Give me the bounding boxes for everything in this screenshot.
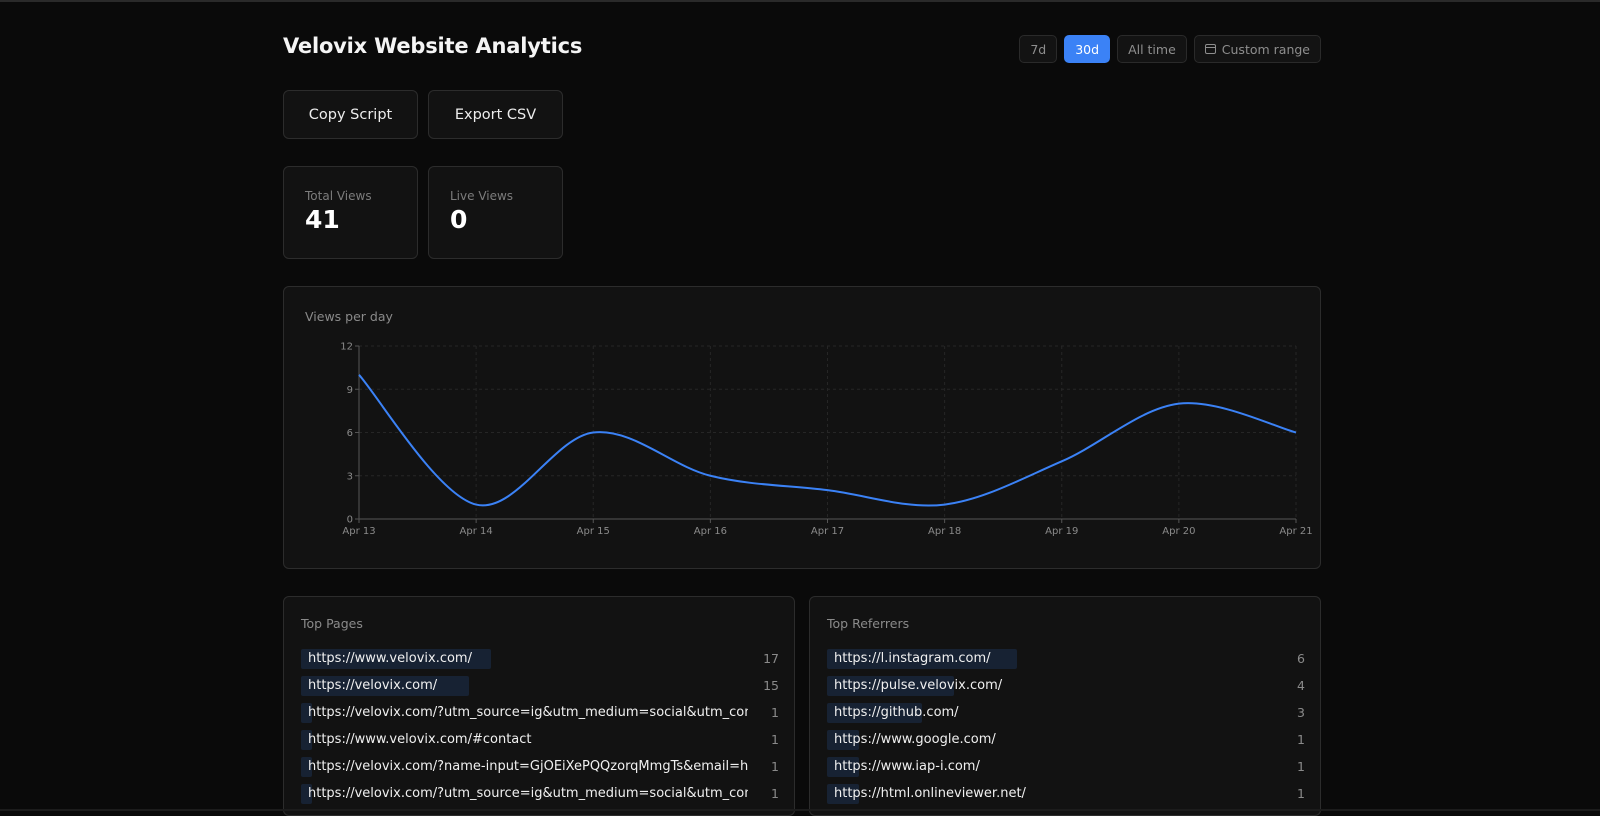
range-custom-label: Custom range bbox=[1222, 42, 1310, 57]
live-views-label: Live Views bbox=[450, 189, 562, 203]
referrer-count: 1 bbox=[1297, 732, 1305, 747]
stat-cards: Total Views 41 Live Views 0 bbox=[283, 166, 563, 259]
live-views-card: Live Views 0 bbox=[428, 166, 563, 259]
page-row[interactable]: https://velovix.com/15 bbox=[301, 673, 779, 700]
referrer-row[interactable]: https://github.com/3 bbox=[827, 700, 1305, 727]
referrer-row[interactable]: https://pulse.velovix.com/4 bbox=[827, 673, 1305, 700]
range-30d-label: 30d bbox=[1075, 42, 1099, 57]
referrer-count: 3 bbox=[1297, 705, 1305, 720]
page-url: https://www.velovix.com/ bbox=[308, 651, 748, 666]
page-row[interactable]: https://velovix.com/?utm_source=ig&utm_m… bbox=[301, 781, 779, 808]
total-views-value: 41 bbox=[305, 205, 417, 234]
referrer-count: 6 bbox=[1297, 651, 1305, 666]
date-range-selector: 7d 30d All time Custom range bbox=[1019, 35, 1321, 63]
referrer-url: https://l.instagram.com/ bbox=[834, 651, 1274, 666]
x-tick-label: Apr 18 bbox=[928, 526, 961, 537]
copy-script-button[interactable]: Copy Script bbox=[283, 90, 418, 139]
referrer-count: 1 bbox=[1297, 759, 1305, 774]
views-line-chart: 0 3 6 9 12 Apr 13 Apr 14 Apr 15 Apr 16 Apr 17 Apr … bbox=[284, 287, 1320, 568]
total-views-card: Total Views 41 bbox=[283, 166, 418, 259]
page-count: 1 bbox=[771, 786, 779, 801]
x-tick-label: Apr 19 bbox=[1045, 526, 1078, 537]
export-csv-button[interactable]: Export CSV bbox=[428, 90, 563, 139]
calendar-icon bbox=[1205, 44, 1216, 54]
page-row[interactable]: https://www.velovix.com/17 bbox=[301, 646, 779, 673]
top-referrers-title: Top Referrers bbox=[827, 616, 909, 631]
y-tick-label: 0 bbox=[347, 515, 353, 526]
range-7d-button[interactable]: 7d bbox=[1019, 35, 1057, 63]
x-tick-label: Apr 21 bbox=[1279, 526, 1312, 537]
page-row[interactable]: https://www.velovix.com/#contact 1 bbox=[301, 727, 779, 754]
page-count: 17 bbox=[763, 651, 779, 666]
page-title: Velovix Website Analytics bbox=[283, 34, 582, 58]
x-tick-label: Apr 20 bbox=[1162, 526, 1195, 537]
range-7d-label: 7d bbox=[1030, 42, 1046, 57]
total-views-label: Total Views bbox=[305, 189, 417, 203]
action-buttons: Copy Script Export CSV bbox=[283, 90, 563, 139]
referrer-row[interactable]: https://html.onlineviewer.net/1 bbox=[827, 781, 1305, 808]
analytics-dashboard: Velovix Website Analytics 7d 30d All tim… bbox=[283, 0, 1321, 811]
page-count: 1 bbox=[771, 705, 779, 720]
page-row[interactable]: https://velovix.com/?name-input=GjOEiXeP… bbox=[301, 754, 779, 781]
referrer-url: https://github.com/ bbox=[834, 705, 1274, 720]
live-views-value: 0 bbox=[450, 205, 562, 234]
page-url: https://velovix.com/?utm_source=ig&utm_m… bbox=[308, 705, 748, 720]
referrer-row[interactable]: https://www.google.com/1 bbox=[827, 727, 1305, 754]
page-url: https://velovix.com/ bbox=[308, 678, 748, 693]
referrer-url: https://html.onlineviewer.net/ bbox=[834, 786, 1274, 801]
y-tick-label: 6 bbox=[347, 428, 353, 439]
x-tick-label: Apr 16 bbox=[694, 526, 727, 537]
page-count: 1 bbox=[771, 759, 779, 774]
range-all-time-button[interactable]: All time bbox=[1117, 35, 1187, 63]
x-tick-label: Apr 15 bbox=[577, 526, 610, 537]
referrer-url: https://www.iap-i.com/ bbox=[834, 759, 1274, 774]
referrer-count: 1 bbox=[1297, 786, 1305, 801]
y-tick-label: 3 bbox=[347, 471, 353, 482]
range-all-time-label: All time bbox=[1128, 42, 1176, 57]
page-count: 15 bbox=[763, 678, 779, 693]
range-30d-button[interactable]: 30d bbox=[1064, 35, 1110, 63]
page-url: https://velovix.com/?utm_source=ig&utm_m… bbox=[308, 786, 748, 801]
page-url: https://velovix.com/?name-input=GjOEiXeP… bbox=[308, 759, 748, 774]
page-url: https://www.velovix.com/#contact bbox=[308, 732, 748, 747]
page-count: 1 bbox=[771, 732, 779, 747]
referrer-url: https://pulse.velovix.com/ bbox=[834, 678, 1274, 693]
referrer-url: https://www.google.com/ bbox=[834, 732, 1274, 747]
referrer-row[interactable]: https://www.iap-i.com/1 bbox=[827, 754, 1305, 781]
page-row[interactable]: https://velovix.com/?utm_source=ig&utm_m… bbox=[301, 700, 779, 727]
x-tick-label: Apr 17 bbox=[811, 526, 844, 537]
x-tick-label: Apr 14 bbox=[460, 526, 493, 537]
y-tick-label: 12 bbox=[340, 342, 353, 353]
y-tick-label: 9 bbox=[347, 385, 353, 396]
referrer-count: 4 bbox=[1297, 678, 1305, 693]
x-tick-label: Apr 13 bbox=[342, 526, 375, 537]
range-custom-button[interactable]: Custom range bbox=[1194, 35, 1321, 63]
referrer-row[interactable]: https://l.instagram.com/6 bbox=[827, 646, 1305, 673]
top-pages-title: Top Pages bbox=[301, 616, 363, 631]
